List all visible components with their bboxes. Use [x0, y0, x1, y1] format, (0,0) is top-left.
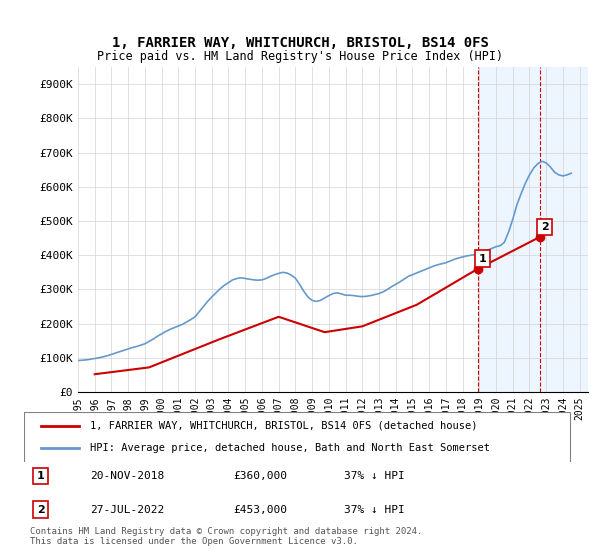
Text: 2: 2: [37, 505, 44, 515]
Text: HPI: Average price, detached house, Bath and North East Somerset: HPI: Average price, detached house, Bath…: [90, 443, 490, 453]
Text: 1: 1: [479, 254, 487, 264]
Text: 37% ↓ HPI: 37% ↓ HPI: [344, 471, 405, 481]
Text: 20-NOV-2018: 20-NOV-2018: [90, 471, 164, 481]
Text: 2: 2: [541, 222, 548, 232]
Text: £360,000: £360,000: [234, 471, 288, 481]
Text: 27-JUL-2022: 27-JUL-2022: [90, 505, 164, 515]
Text: £453,000: £453,000: [234, 505, 288, 515]
Text: 37% ↓ HPI: 37% ↓ HPI: [344, 505, 405, 515]
FancyBboxPatch shape: [24, 412, 571, 463]
Text: Price paid vs. HM Land Registry's House Price Index (HPI): Price paid vs. HM Land Registry's House …: [97, 50, 503, 63]
Text: 1: 1: [37, 471, 44, 481]
Text: 1, FARRIER WAY, WHITCHURCH, BRISTOL, BS14 0FS (detached house): 1, FARRIER WAY, WHITCHURCH, BRISTOL, BS1…: [90, 421, 478, 431]
Text: Contains HM Land Registry data © Crown copyright and database right 2024.
This d: Contains HM Land Registry data © Crown c…: [30, 526, 422, 546]
Text: 1, FARRIER WAY, WHITCHURCH, BRISTOL, BS14 0FS: 1, FARRIER WAY, WHITCHURCH, BRISTOL, BS1…: [112, 36, 488, 50]
Bar: [478, 67, 588, 392]
